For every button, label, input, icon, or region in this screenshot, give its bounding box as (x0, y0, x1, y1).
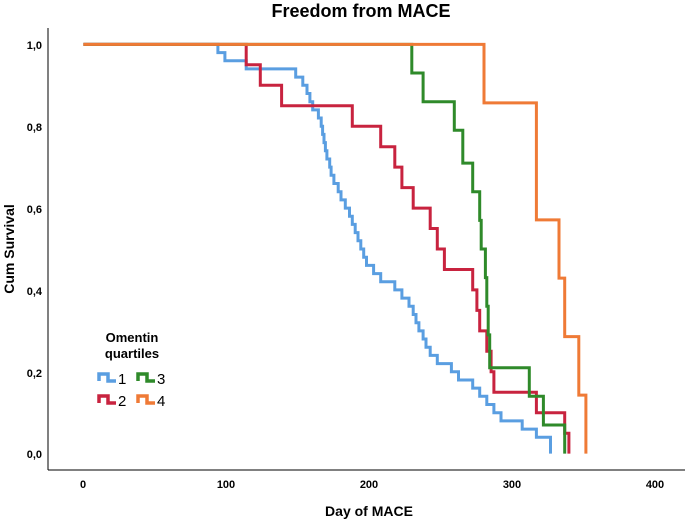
series-line-4 (83, 42, 588, 454)
y-tick-label: 1,0 (27, 40, 42, 52)
y-tick-label: 0,6 (27, 204, 42, 216)
legend-swatch-4 (136, 394, 155, 405)
x-tick-label: 0 (80, 479, 86, 491)
x-tick-label: 200 (360, 479, 378, 491)
legend-label-1: 1 (118, 371, 126, 388)
legend-swatch-2 (97, 394, 116, 405)
legend-label-4: 4 (157, 393, 165, 410)
y-ticks: 0,0 0,2 0,4 0,6 0,8 1,0 (27, 40, 43, 461)
series-line-2 (83, 42, 571, 454)
legend-swatch-3 (136, 372, 155, 383)
legend-label-3: 3 (157, 371, 165, 388)
series-line-1 (83, 42, 552, 454)
legend-swatch-1 (97, 372, 116, 383)
x-axis-label: Day of MACE (325, 503, 413, 519)
legend: Omentin quartiles 1 3 2 4 (97, 330, 165, 410)
y-tick-label: 0,2 (27, 368, 42, 380)
x-tick-label: 100 (217, 479, 235, 491)
y-tick-label: 0,8 (27, 122, 42, 134)
legend-title-line2: quartiles (105, 346, 159, 361)
chart-title: Freedom from MACE (271, 1, 450, 21)
x-ticks: 0 100 200 300 400 (80, 479, 664, 491)
y-tick-label: 0,0 (27, 449, 42, 461)
legend-label-2: 2 (118, 393, 126, 410)
series-line-3 (83, 42, 567, 454)
y-axis-label: Cum Survival (1, 204, 17, 293)
series-group (83, 42, 588, 454)
y-tick-label: 0,4 (27, 286, 43, 298)
legend-title-line1: Omentin (106, 330, 159, 345)
x-tick-label: 300 (503, 479, 521, 491)
x-tick-label: 400 (646, 479, 664, 491)
